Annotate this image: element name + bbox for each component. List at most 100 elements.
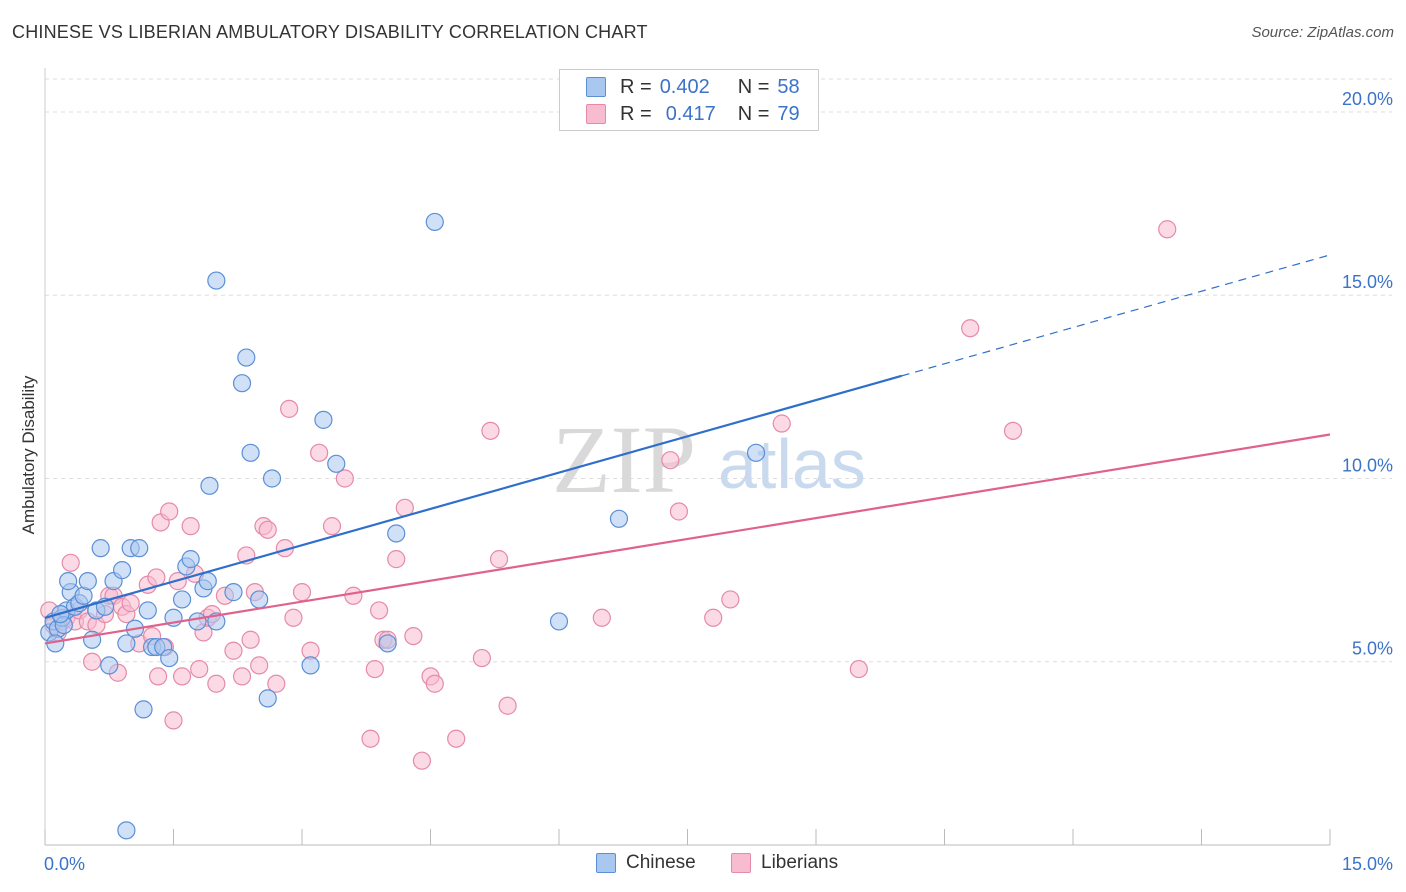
x-tick-label-max: 15.0%: [1342, 854, 1393, 874]
chinese-point: [237, 348, 256, 367]
chinese-point: [134, 700, 153, 719]
liberians-point: [164, 711, 183, 730]
liberians-point: [121, 594, 140, 613]
chinese-point: [78, 572, 97, 591]
gridlines: [45, 78, 1392, 663]
chinese-point: [91, 539, 110, 558]
liberians-point: [172, 667, 192, 686]
chinese-point: [130, 539, 149, 558]
liberians-point: [361, 729, 380, 748]
liberians-point: [1003, 421, 1023, 440]
liberians-point: [481, 421, 500, 440]
liberians-point: [147, 568, 166, 587]
legend-n-value: 58: [777, 75, 800, 98]
liberians-point: [1158, 220, 1177, 239]
liberians-point: [335, 469, 354, 488]
chinese-point: [327, 454, 346, 473]
liberians-point: [310, 443, 329, 462]
correlation-legend: R = 0.402 N = 58 R = 0.417 N = 79: [559, 69, 819, 131]
liberians-point: [83, 652, 102, 671]
liberians-point: [721, 590, 740, 609]
liberians-point: [498, 696, 517, 715]
liberians-point: [258, 520, 277, 539]
chinese-point: [609, 509, 629, 528]
liberians-point: [370, 601, 389, 620]
liberians-point: [489, 550, 509, 569]
bottom-legend-chinese-label: Chinese: [626, 852, 696, 873]
liberians-point: [447, 729, 466, 748]
y-tick-label: 15.0%: [1342, 272, 1393, 292]
liberians-point: [284, 608, 303, 627]
chinese-point: [250, 590, 269, 609]
liberians-point: [344, 586, 363, 605]
liberians-point: [592, 608, 611, 627]
chinese-point: [378, 634, 397, 653]
chart-title: CHINESE VS LIBERIAN AMBULATORY DISABILIT…: [12, 22, 648, 42]
liberians-point: [267, 674, 286, 693]
liberians-point: [61, 553, 80, 572]
liberians-point: [148, 667, 168, 686]
y-tick-label: 10.0%: [1342, 455, 1393, 475]
chinese-point: [200, 476, 219, 495]
chinese-point: [232, 374, 252, 393]
chinese-swatch-icon: [596, 853, 616, 873]
chinese-trend-line: [44, 374, 902, 619]
liberians-point: [292, 583, 312, 602]
chinese-point: [224, 583, 243, 602]
liberians-point: [190, 659, 209, 679]
chinese-swatch-icon: [586, 77, 606, 97]
chinese-point: [112, 561, 132, 580]
liberians-point: [160, 502, 179, 521]
chinese-point: [181, 550, 200, 569]
liberians-point: [241, 630, 260, 649]
axis-labels: 5.0% 10.0% 15.0% 20.0% 0.0% 15.0% Ambulatory D…: [19, 89, 1393, 874]
liberians-point: [669, 502, 689, 521]
liberians-point: [849, 659, 868, 679]
liberians-point: [404, 626, 423, 646]
chinese-point: [117, 634, 136, 653]
liberians-point: [425, 674, 444, 693]
liberians-point: [250, 656, 269, 675]
chinese-point: [387, 524, 406, 543]
source-credit: Source: ZipAtlas.com: [1251, 24, 1394, 41]
liberians-point: [224, 641, 243, 660]
chinese-point: [746, 443, 766, 462]
legend-r-label: R =: [620, 75, 652, 98]
liberians-point: [232, 667, 252, 686]
watermark-atlas: atlas: [718, 425, 866, 503]
chinese-point: [59, 572, 78, 591]
chinese-point: [100, 656, 119, 675]
chinese-point: [258, 689, 277, 708]
chinese-point: [241, 443, 260, 462]
liberians-point: [472, 648, 491, 668]
liberians-trend-line: [44, 433, 1331, 645]
chinese-trend-extension: [901, 254, 1331, 377]
chinese-point: [314, 410, 333, 429]
liberians-point: [322, 517, 342, 536]
liberians-point: [365, 659, 384, 679]
bottom-legend-liberians: Liberians: [731, 852, 838, 874]
chinese-point: [549, 612, 569, 631]
chinese-point: [262, 469, 282, 488]
chinese-point: [301, 656, 320, 675]
bottom-legend-liberians-label: Liberians: [761, 852, 839, 873]
liberians-point: [280, 399, 299, 418]
liberians-swatch-icon: [586, 104, 606, 124]
trend-lines: [44, 254, 1331, 645]
chinese-point: [117, 821, 136, 840]
chinese-point: [160, 648, 179, 668]
axes: [44, 68, 1331, 846]
bottom-legend-chinese: Chinese: [596, 852, 696, 874]
x-tick-label-min: 0.0%: [44, 854, 85, 874]
legend-r-value: 0.402: [659, 75, 710, 98]
liberians-point: [961, 319, 980, 338]
legend-row-liberians: R = 0.417 N = 79: [586, 101, 800, 127]
chinese-points: [40, 212, 766, 840]
liberians-swatch-icon: [731, 853, 751, 873]
y-tick-label: 5.0%: [1352, 639, 1393, 659]
legend-n-value: 79: [777, 102, 800, 125]
chinese-point: [138, 601, 157, 620]
legend-n-label: N =: [737, 102, 770, 125]
liberians-point: [661, 451, 680, 470]
